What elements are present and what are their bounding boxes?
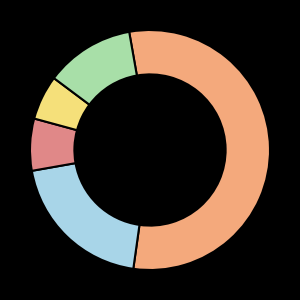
Wedge shape: [129, 30, 270, 270]
Wedge shape: [30, 118, 77, 171]
Wedge shape: [54, 32, 137, 105]
Wedge shape: [32, 163, 140, 269]
Wedge shape: [34, 78, 89, 130]
